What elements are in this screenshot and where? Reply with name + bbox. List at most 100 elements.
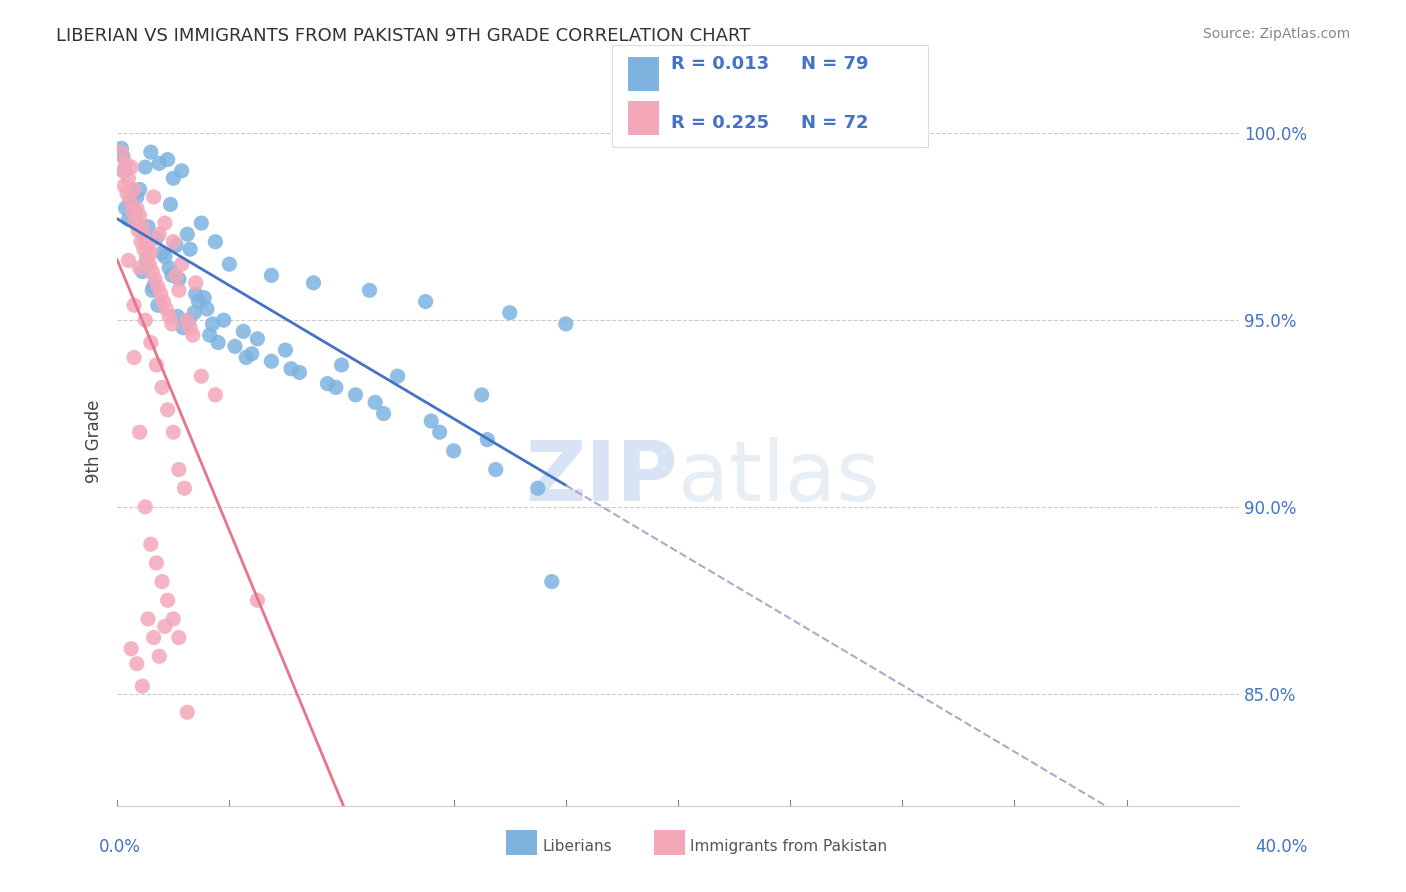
Text: 40.0%: 40.0%	[1256, 838, 1308, 856]
Point	[184, 276, 207, 290]
Point	[139, 537, 162, 551]
Text: R = 0.013: R = 0.013	[671, 54, 769, 72]
Point	[148, 156, 170, 170]
Text: 0.0%: 0.0%	[98, 838, 141, 856]
Point	[344, 388, 367, 402]
Point	[153, 250, 176, 264]
Point	[128, 182, 150, 196]
Point	[136, 612, 159, 626]
Point	[122, 209, 145, 223]
Point	[145, 358, 167, 372]
Point	[117, 253, 139, 268]
Y-axis label: 9th Grade: 9th Grade	[86, 400, 103, 483]
Point	[134, 160, 156, 174]
Point	[122, 182, 145, 196]
Point	[156, 593, 179, 607]
Point	[131, 219, 153, 234]
Point	[477, 433, 499, 447]
Point	[148, 227, 170, 242]
Point	[224, 339, 246, 353]
Point	[443, 443, 465, 458]
Point	[150, 574, 173, 589]
Point	[183, 306, 205, 320]
Point	[184, 287, 207, 301]
Text: LIBERIAN VS IMMIGRANTS FROM PAKISTAN 9TH GRADE CORRELATION CHART: LIBERIAN VS IMMIGRANTS FROM PAKISTAN 9TH…	[56, 27, 751, 45]
Point	[325, 380, 347, 394]
Text: Liberians: Liberians	[543, 839, 613, 854]
Point	[128, 260, 150, 275]
Point	[193, 291, 215, 305]
Point	[139, 145, 162, 160]
Point	[156, 402, 179, 417]
Point	[129, 235, 152, 249]
Point	[149, 287, 172, 301]
Point	[232, 324, 254, 338]
Point	[235, 351, 257, 365]
Point	[136, 219, 159, 234]
Point	[415, 294, 437, 309]
Point	[118, 194, 141, 208]
Point	[111, 149, 134, 163]
Point	[485, 462, 508, 476]
Point	[173, 481, 195, 495]
Point	[114, 156, 136, 170]
Point	[153, 216, 176, 230]
Point	[364, 395, 387, 409]
Point	[176, 313, 198, 327]
Point	[145, 231, 167, 245]
Point	[134, 231, 156, 245]
Point	[187, 294, 209, 309]
Point	[141, 265, 163, 279]
Point	[176, 706, 198, 720]
Point	[134, 313, 156, 327]
Point	[177, 313, 200, 327]
Point	[260, 268, 283, 283]
Point	[112, 163, 135, 178]
Point	[132, 242, 155, 256]
Point	[122, 351, 145, 365]
Point	[139, 335, 162, 350]
Point	[170, 163, 193, 178]
Point	[316, 376, 339, 391]
Point	[155, 301, 177, 316]
Point	[190, 369, 212, 384]
Text: Immigrants from Pakistan: Immigrants from Pakistan	[690, 839, 887, 854]
Point	[111, 163, 134, 178]
Point	[540, 574, 562, 589]
Point	[145, 556, 167, 570]
Point	[135, 250, 157, 264]
Point	[121, 186, 143, 201]
Point	[148, 649, 170, 664]
Point	[135, 253, 157, 268]
Point	[330, 358, 353, 372]
Point	[172, 320, 194, 334]
Point	[146, 298, 169, 312]
Point	[162, 171, 184, 186]
Point	[125, 201, 148, 215]
Point	[179, 320, 201, 334]
Point	[157, 310, 180, 324]
Point	[160, 317, 183, 331]
Point	[167, 631, 190, 645]
Point	[110, 141, 132, 155]
Point	[373, 407, 395, 421]
Point	[554, 317, 576, 331]
Point	[387, 369, 409, 384]
Point	[162, 235, 184, 249]
Point	[167, 462, 190, 476]
Point	[162, 612, 184, 626]
Text: N = 72: N = 72	[801, 113, 869, 131]
Point	[114, 201, 136, 215]
Point	[134, 500, 156, 514]
Point	[176, 227, 198, 242]
Point	[359, 283, 381, 297]
Text: R = 0.225: R = 0.225	[671, 113, 769, 131]
Point	[150, 246, 173, 260]
Point	[420, 414, 443, 428]
Point	[142, 279, 165, 293]
Point	[122, 298, 145, 312]
Point	[139, 246, 162, 260]
Point	[160, 268, 183, 283]
Point	[207, 335, 229, 350]
Point	[131, 679, 153, 693]
